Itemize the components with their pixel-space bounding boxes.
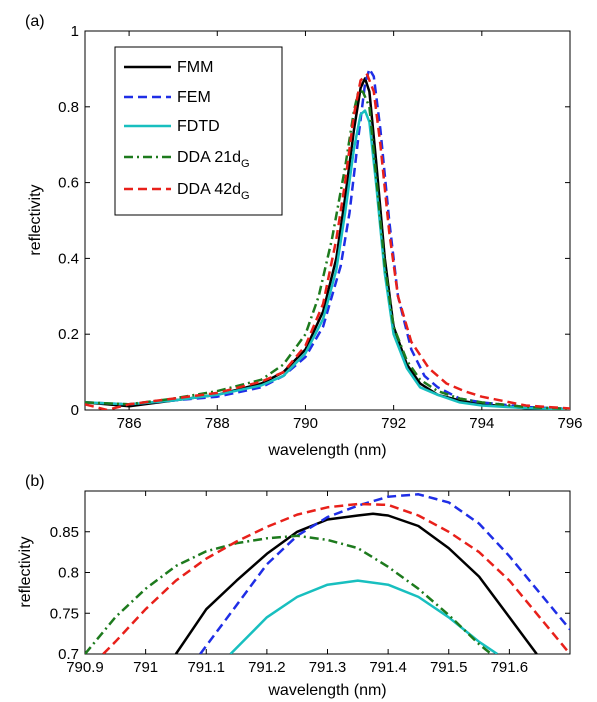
panel-b-xtick-label: 791.2 bbox=[248, 659, 286, 676]
panel-b-xtick-label: 791.6 bbox=[491, 659, 529, 676]
panel-b-series-fem bbox=[199, 493, 570, 654]
panel-b-xtick-label: 791.1 bbox=[187, 659, 225, 676]
panel-a-xtick-label: 788 bbox=[205, 415, 230, 432]
panel-a-xlabel: wavelength (nm) bbox=[267, 442, 386, 459]
legend-label-dda-42dg-sub: G bbox=[241, 190, 250, 202]
legend: FMM FEM FDTD DDA 21dG DDA 42dG bbox=[114, 46, 283, 216]
panel-a-label: (a) bbox=[25, 13, 45, 30]
legend-label-dda-42dg-main: DDA 42d bbox=[177, 181, 241, 198]
legend-label-dda-21dg-main: DDA 21d bbox=[177, 149, 241, 166]
panel-a-series-fdtd bbox=[85, 109, 570, 410]
panel-b-lines bbox=[85, 493, 570, 654]
panel-b-label: (b) bbox=[25, 473, 45, 490]
panel-a-ytick-label: 0.2 bbox=[58, 326, 79, 343]
panel-b-plot-area bbox=[84, 490, 571, 655]
panel-a-ytick-label: 0.4 bbox=[58, 250, 79, 267]
legend-entry-fmm: FMM bbox=[124, 59, 213, 76]
legend-entry-dda-42dg: DDA 42dG bbox=[124, 181, 250, 202]
panel-b-series-dda-21dg bbox=[85, 534, 492, 654]
panel-a-series-dda-21dg bbox=[85, 90, 570, 410]
legend-label-fmm: FMM bbox=[177, 59, 213, 76]
panel-a: (a) 786 788 790 792 794 796 0 0.2 0.4 0.6 0.8 1 wav… bbox=[25, 13, 583, 459]
panel-b-series-fdtd bbox=[229, 579, 498, 654]
panel-a-xtick-label: 796 bbox=[557, 415, 582, 432]
panel-a-ytick-label: 0.8 bbox=[58, 99, 79, 116]
panel-a-ytick-label: 1 bbox=[71, 23, 79, 40]
panel-a-series-dda-42dg bbox=[85, 73, 570, 410]
legend-entry-fdtd: FDTD bbox=[124, 118, 220, 135]
panel-b-ticks: 790.9 791 791.1 791.2 791.3 791.4 791.5 791.6 0.… bbox=[50, 491, 570, 676]
panel-b-xtick-label: 791.5 bbox=[430, 659, 468, 676]
panel-b-ytick-label: 0.8 bbox=[58, 565, 79, 582]
panel-a-ylabel: reflectivity bbox=[27, 184, 44, 255]
legend-label-dda-42dg: DDA 42dG bbox=[177, 181, 250, 202]
panel-b: (b) 790.9 791 791.1 791.2 791.3 791.4 791.5 791… bbox=[17, 473, 571, 699]
panel-a-lines bbox=[85, 67, 570, 410]
panel-b-xtick-label: 791.4 bbox=[369, 659, 407, 676]
panel-b-ytick-label: 0.85 bbox=[50, 524, 79, 541]
panel-a-xtick-label: 794 bbox=[469, 415, 494, 432]
panel-b-xtick-label: 791.3 bbox=[309, 659, 347, 676]
panel-b-series-fmm bbox=[174, 512, 538, 654]
panel-a-series-fmm bbox=[85, 77, 570, 410]
legend-entry-dda-21dg: DDA 21dG bbox=[124, 149, 250, 170]
panel-b-xtick-label: 791 bbox=[133, 659, 158, 676]
legend-box bbox=[114, 46, 283, 216]
panel-b-ytick-label: 0.7 bbox=[58, 646, 79, 663]
panel-a-ytick-label: 0.6 bbox=[58, 175, 79, 192]
panel-a-xtick-label: 792 bbox=[381, 415, 406, 432]
legend-label-fem: FEM bbox=[177, 89, 211, 106]
legend-label-dda-21dg-sub: G bbox=[241, 158, 250, 170]
panel-a-xtick-label: 790 bbox=[293, 415, 318, 432]
panel-b-ylabel: reflectivity bbox=[17, 536, 34, 607]
legend-label-fdtd: FDTD bbox=[177, 118, 220, 135]
panel-b-xlabel: wavelength (nm) bbox=[267, 682, 386, 699]
panel-b-series-dda-42dg bbox=[102, 502, 570, 654]
legend-entry-fem: FEM bbox=[124, 89, 211, 106]
legend-label-dda-21dg: DDA 21dG bbox=[177, 149, 250, 170]
panel-b-ytick-label: 0.75 bbox=[50, 605, 79, 622]
panel-b-xtick-label: 790.9 bbox=[66, 659, 104, 676]
panel-a-ytick-label: 0 bbox=[71, 402, 79, 419]
panel-a-xtick-label: 786 bbox=[117, 415, 142, 432]
